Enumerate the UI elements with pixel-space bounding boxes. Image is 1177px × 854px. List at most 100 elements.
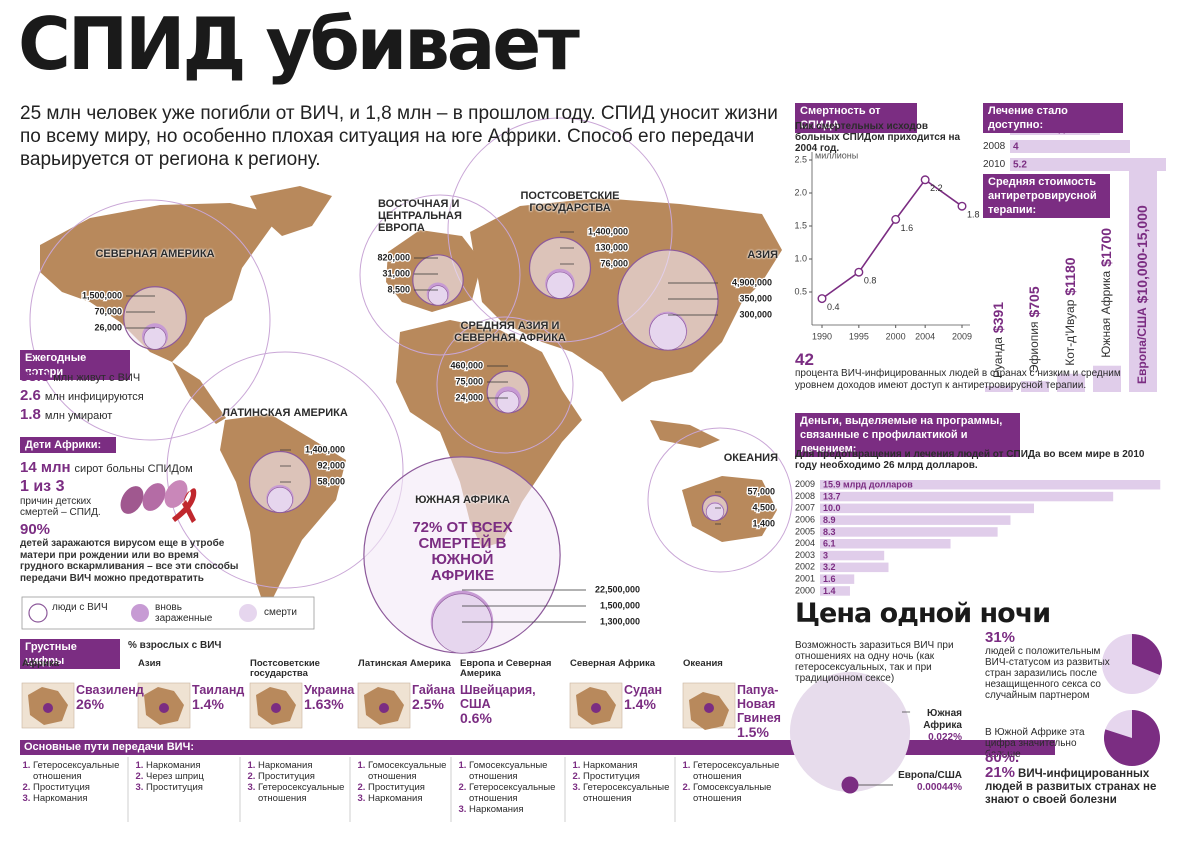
pie-slice bbox=[1132, 634, 1163, 676]
country-name: Свазиленд bbox=[76, 683, 144, 697]
deaths-circle bbox=[143, 326, 167, 350]
orphans-row: 14 млн сирот больны СПИДом bbox=[20, 459, 193, 477]
category-label: 2001 bbox=[795, 574, 815, 584]
category-label: 2010 bbox=[983, 159, 1006, 170]
bar-label: Европа/США $10,000-15,000 bbox=[1134, 205, 1150, 384]
country-value: 1.4% bbox=[192, 696, 224, 712]
value-label: 6.1 bbox=[823, 539, 836, 549]
map-number: 820,000 bbox=[377, 252, 410, 262]
data-label: 1.6 bbox=[901, 223, 914, 233]
value-label: 13.7 bbox=[823, 491, 841, 501]
route-item: Наркомания bbox=[258, 760, 368, 771]
mini-dot bbox=[379, 703, 389, 713]
land bbox=[220, 414, 346, 612]
ring bbox=[647, 427, 793, 573]
country-name: Гайана bbox=[412, 683, 456, 697]
transmission-header: Основные пути передачи ВИЧ: bbox=[24, 741, 194, 753]
pie-value: 31% bbox=[985, 629, 1016, 646]
legend-swatch bbox=[131, 604, 149, 622]
loss-row: 2.6 млн инфицируются bbox=[20, 387, 144, 405]
country-value: 1.63% bbox=[304, 696, 344, 712]
route-item: Наркомания bbox=[33, 793, 143, 804]
infected-text: детей заражаются вирусом еще в утробе ма… bbox=[20, 538, 239, 584]
deaths-circle bbox=[432, 593, 492, 654]
deaths-circle bbox=[705, 502, 725, 521]
category-label: 2007 bbox=[795, 503, 815, 513]
category-label: Южная Африка bbox=[1099, 271, 1113, 358]
section-header: Ежегодные потери bbox=[20, 350, 130, 380]
x-tick-label: 1990 bbox=[812, 331, 832, 341]
map-number: 460,000 bbox=[450, 360, 483, 370]
loss-value: 33.3 bbox=[20, 368, 50, 385]
bar bbox=[1057, 373, 1085, 392]
deaths-circle bbox=[427, 285, 449, 306]
bar bbox=[820, 550, 885, 561]
mini-dot bbox=[271, 703, 281, 713]
country-value: 1.5% bbox=[737, 724, 769, 740]
country-box: Папуа-Новая Гвинея 1.5% bbox=[737, 683, 799, 739]
legend-swatch bbox=[28, 603, 48, 623]
value-label: 10.0 bbox=[823, 503, 841, 513]
map-number: 76,000 bbox=[600, 258, 628, 268]
mini-dot bbox=[704, 703, 714, 713]
one-night-text: Возможность заразиться ВИЧ при отношения… bbox=[795, 640, 954, 684]
deaths-circle bbox=[496, 390, 520, 414]
region-label: ЮЖНАЯ АФРИКА bbox=[415, 494, 510, 506]
data-label: 1.8 bbox=[967, 210, 980, 220]
land bbox=[650, 420, 720, 448]
region-note: 72% ОТ ВСЕХ СМЕРТЕЙ В ЮЖНОЙ АФРИКЕ bbox=[412, 519, 513, 584]
map-number: 130,000 bbox=[595, 242, 628, 252]
access-value: 42 bbox=[795, 350, 814, 369]
intro: 25 млн человек уже погибли от ВИЧ, и 1,8… bbox=[20, 103, 778, 170]
category-label: 2003 bbox=[795, 550, 815, 560]
value-label: 3 bbox=[823, 550, 828, 560]
region-name: Латинская Америка bbox=[358, 658, 451, 669]
risk-label: Европа/США 0.00044% bbox=[893, 770, 962, 794]
country-value: 1.4% bbox=[624, 696, 656, 712]
map-number: 1,400 bbox=[752, 518, 775, 528]
bar bbox=[820, 515, 1011, 525]
value-label: 1.6 bbox=[823, 574, 836, 584]
data-label: 0.8 bbox=[864, 276, 877, 286]
y-axis-label: миллионы bbox=[815, 150, 858, 160]
region-label: ПОСТСОВЕТСКИЕ ГОСУДАРСТВА bbox=[520, 190, 620, 214]
map-number: 26,000 bbox=[94, 322, 122, 332]
ring bbox=[447, 117, 673, 343]
route-item: Наркомания bbox=[146, 760, 256, 771]
risk-value: 0.022% bbox=[928, 732, 962, 743]
map-number: 4,900,000 bbox=[732, 277, 772, 287]
loss-text: млн инфицируются bbox=[44, 391, 144, 403]
route-item: Проституция bbox=[583, 771, 693, 782]
orphans-text: сирот больны СПИДом bbox=[74, 463, 193, 475]
legend-label: вновь зараженные bbox=[155, 602, 213, 624]
region-name: Океания bbox=[683, 658, 723, 669]
value-label: $391 bbox=[990, 302, 1006, 333]
loss-value: 2.6 bbox=[20, 387, 41, 404]
deaths-circle bbox=[649, 312, 687, 351]
x-tick-label: 1995 bbox=[849, 331, 869, 341]
map-number: 1,300,000 bbox=[600, 616, 640, 626]
y-tick-label: 1.0 bbox=[794, 253, 807, 263]
bar bbox=[1093, 365, 1121, 392]
bar-label: Эфиопия $705 bbox=[1026, 286, 1042, 373]
mortality-point bbox=[957, 201, 967, 211]
route-item: Проституция bbox=[146, 782, 256, 793]
map-number: 8,500 bbox=[387, 284, 410, 294]
risk-value: 0.00044% bbox=[916, 782, 962, 793]
mortality-note: Пик смертельных исходов больных СПИДом п… bbox=[795, 121, 961, 154]
children-icons bbox=[120, 480, 197, 523]
map-number: 1,500,000 bbox=[600, 600, 640, 610]
bar bbox=[820, 562, 889, 573]
route-item: Гомосексуальные отношения bbox=[469, 760, 579, 782]
unaware: 21% ВИЧ-инфицированных людей в развитых с… bbox=[985, 765, 1165, 807]
deaths-value: 1 из 3 bbox=[20, 478, 65, 495]
country-box: Свазиленд 26% bbox=[76, 683, 144, 711]
country-name: Папуа-Новая Гвинея bbox=[737, 683, 781, 725]
risk-name: Европа/США bbox=[898, 770, 962, 781]
route-item: Гетеросексуальные отношения bbox=[693, 760, 803, 782]
category-label: Эфиопия bbox=[1027, 322, 1041, 374]
map-number: 92,000 bbox=[317, 460, 345, 470]
loss-text: млн умирают bbox=[44, 410, 113, 422]
route-item: Гетеросексуальные отношения bbox=[583, 782, 693, 804]
category-label: 2008 bbox=[983, 141, 1006, 152]
